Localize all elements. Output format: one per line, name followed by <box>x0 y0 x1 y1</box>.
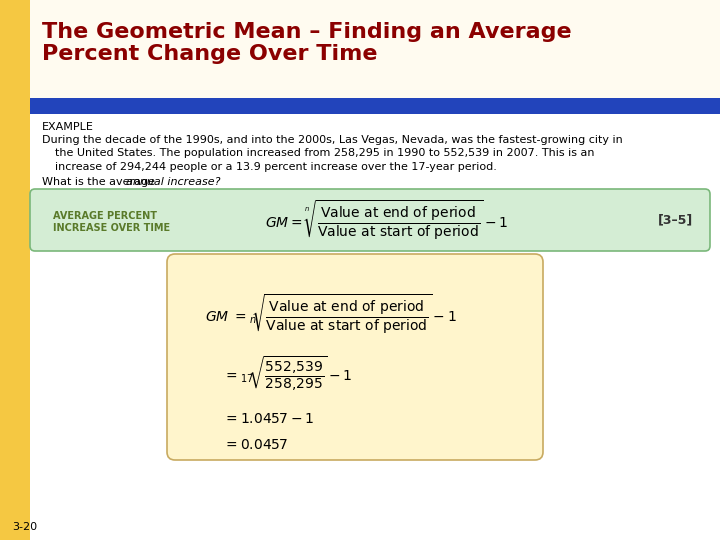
Bar <box>0 0 30 540</box>
FancyBboxPatch shape <box>167 254 543 460</box>
Text: The Geometric Mean – Finding an Average: The Geometric Mean – Finding an Average <box>42 22 572 42</box>
Text: $= 1.0457 - 1$: $= 1.0457 - 1$ <box>223 412 314 426</box>
Text: increase of 294,244 people or a 13.9 percent increase over the 17-year period.: increase of 294,244 people or a 13.9 per… <box>55 161 497 172</box>
Text: 3-20: 3-20 <box>12 522 37 532</box>
Text: the United States. The population increased from 258,295 in 1990 to 552,539 in 2: the United States. The population increa… <box>55 148 595 158</box>
Text: What is the average: What is the average <box>42 177 158 187</box>
Text: [3–5]: [3–5] <box>658 213 693 226</box>
Text: $\mathit{GM}\ =_n\!\!\sqrt{\dfrac{\mathrm{Value\ at\ end\ of\ period}}{\mathrm{V: $\mathit{GM}\ =_n\!\!\sqrt{\dfrac{\mathr… <box>205 292 457 335</box>
Text: Percent Change Over Time: Percent Change Over Time <box>42 44 377 64</box>
Bar <box>30 98 720 114</box>
Text: $= 0.0457$: $= 0.0457$ <box>223 438 289 452</box>
Text: AVERAGE PERCENT: AVERAGE PERCENT <box>53 211 157 221</box>
Text: annual increase?: annual increase? <box>126 177 220 187</box>
Text: INCREASE OVER TIME: INCREASE OVER TIME <box>53 223 170 233</box>
Text: EXAMPLE: EXAMPLE <box>42 122 94 132</box>
Text: $\mathit{GM} = \sqrt[n]{\dfrac{\mathrm{Value\ at\ end\ of\ period}}{\mathrm{Valu: $\mathit{GM} = \sqrt[n]{\dfrac{\mathrm{V… <box>265 198 508 242</box>
Text: $=_{17}\!\!\sqrt{\dfrac{552{,}539}{258{,}295}} - 1$: $=_{17}\!\!\sqrt{\dfrac{552{,}539}{258{,… <box>223 354 352 393</box>
Bar <box>30 0 720 100</box>
Text: During the decade of the 1990s, and into the 2000s, Las Vegas, Nevada, was the f: During the decade of the 1990s, and into… <box>42 135 623 145</box>
FancyBboxPatch shape <box>30 189 710 251</box>
